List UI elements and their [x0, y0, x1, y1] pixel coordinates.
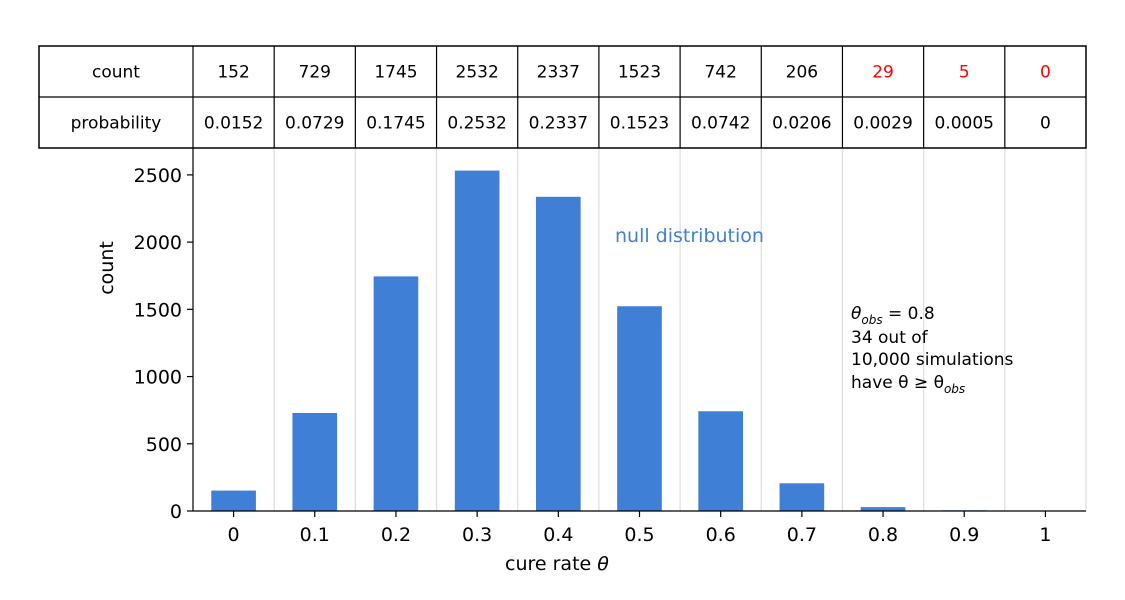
- x-tick-label: 0: [228, 524, 240, 546]
- annotation-line-3: 10,000 simulations: [851, 350, 1014, 370]
- x-tick-label: 0.4: [543, 524, 573, 546]
- grid-lines: [273, 148, 1087, 511]
- y-tick-label: 500: [146, 434, 182, 456]
- table-cell-probability: 0.2532: [447, 114, 506, 134]
- x-tick-label: 0.5: [624, 524, 654, 546]
- annotation-observed: θobs = 0.8 34 out of 10,000 simulations …: [851, 304, 1014, 396]
- x-tick-label: 0.6: [706, 524, 736, 546]
- x-axis-label-theta: θ: [597, 553, 609, 575]
- y-tick-label: 2000: [134, 232, 182, 254]
- x-tick-label: 1: [1039, 524, 1051, 546]
- table-cell-count: 206: [786, 63, 818, 83]
- table-cell-probability: 0.0742: [691, 114, 750, 134]
- table-cell-count: 2532: [456, 63, 499, 83]
- y-tick-label: 1000: [134, 367, 182, 389]
- bar-0: [211, 490, 256, 511]
- table-cell-count: 2337: [537, 63, 580, 83]
- table-cell-count: 742: [704, 63, 736, 83]
- x-tick-label: 0.2: [381, 524, 411, 546]
- table-cell-probability: 0: [1040, 114, 1051, 134]
- bar-0.7: [779, 483, 825, 511]
- x-tick-label: 0.7: [787, 524, 817, 546]
- table-cell-probability: 0.1523: [610, 114, 669, 134]
- x-axis-label: cure rate θ: [505, 553, 609, 575]
- bars: [211, 170, 987, 511]
- table-cell-count: 0: [1040, 63, 1051, 83]
- annotation-line-4: have θ ≥ θobs: [851, 373, 965, 396]
- bar-0.4: [535, 196, 581, 511]
- x-tick-label: 0.8: [868, 524, 898, 546]
- table-cell-count: 152: [217, 63, 249, 83]
- x-axis-label-text: cure rate: [505, 553, 597, 575]
- data-table: count 152 729 1745 2532 2337 1523 742 206 29 5 0 pro…: [38, 45, 1087, 149]
- table-cell-probability: 0.0206: [772, 114, 831, 134]
- y-tick-label: 1500: [134, 299, 182, 321]
- table-row-label-count: count: [92, 63, 140, 83]
- table-cell-count: 729: [299, 63, 331, 83]
- bar-0.2: [373, 276, 419, 511]
- annotation-line-1: θobs = 0.8: [851, 304, 935, 327]
- y-axis-label: count: [96, 241, 118, 295]
- table-cell-count: 1523: [618, 63, 661, 83]
- x-tick-label: 0.9: [949, 524, 979, 546]
- table-cell-probability: 0.1745: [366, 114, 425, 134]
- table-cell-probability: 0.0729: [285, 114, 344, 134]
- annotation-line-2: 34 out of: [851, 328, 929, 348]
- axes: 0 500 1000 1500 2000 2500 0 0.1 0.2 0.3 0.4 0.5 0.6 0…: [134, 148, 1086, 546]
- table-cell-probability: 0.0152: [204, 114, 263, 134]
- x-tick-label: 0.1: [300, 524, 330, 546]
- table-row-label-probability: probability: [71, 114, 162, 134]
- table-cell-count: 29: [872, 63, 894, 83]
- table-cell-probability: 0.2337: [529, 114, 588, 134]
- table-cell-probability: 0.0005: [934, 114, 993, 134]
- y-tick-label: 0: [170, 501, 182, 523]
- bar-0.1: [292, 412, 338, 511]
- x-tick-label: 0.3: [462, 524, 492, 546]
- bar-0.6: [698, 411, 744, 511]
- y-tick-label: 2500: [134, 165, 182, 187]
- table-cell-count: 1745: [374, 63, 417, 83]
- table-cell-probability: 0.0029: [853, 114, 912, 134]
- table-cell-count: 5: [959, 63, 970, 83]
- series-label: null distribution: [615, 225, 764, 247]
- bar-0.8: [860, 507, 906, 511]
- bar-0.5: [617, 306, 662, 511]
- bar-0.3: [454, 170, 500, 511]
